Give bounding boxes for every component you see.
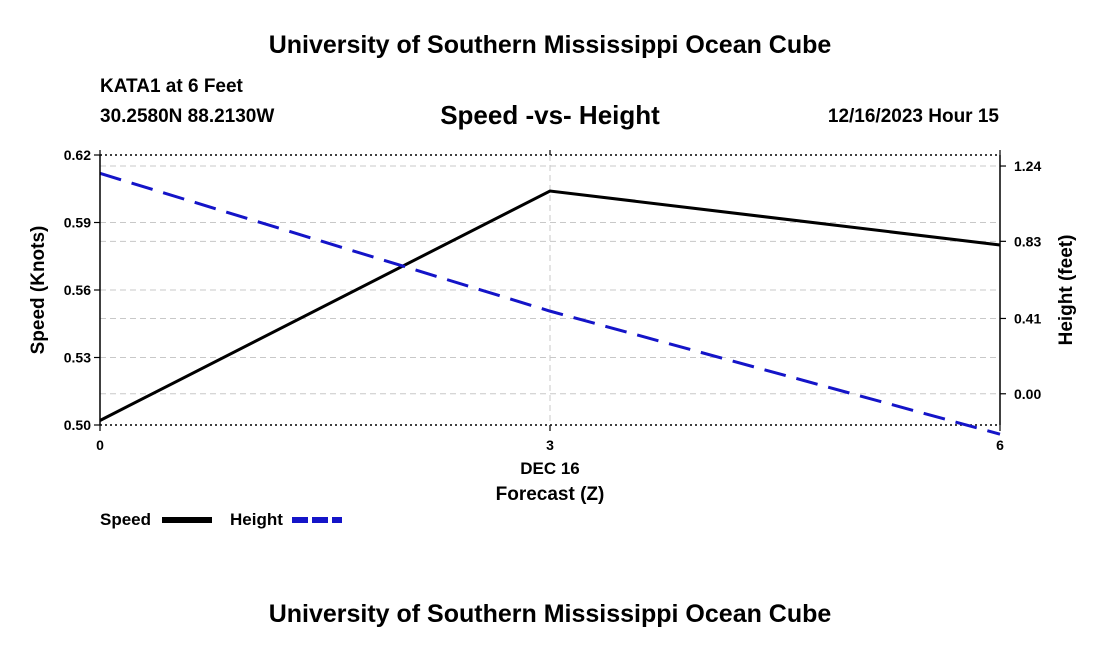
series-height-line [99, 171, 1001, 436]
station-coordinates: 30.2580N 88.2130W [100, 106, 275, 127]
y-tick-label: 0.56 [64, 282, 91, 298]
y2-tick-label: 0.00 [1014, 386, 1041, 402]
x-axis-date-label: DEC 16 [520, 459, 580, 478]
x-tick-label: 0 [96, 437, 104, 453]
y2-tick-label: 0.41 [1014, 310, 1041, 326]
legend-speed-label: Speed [100, 510, 151, 529]
y2-tick-label: 0.83 [1014, 233, 1041, 249]
x-tick-label: 3 [546, 437, 554, 453]
station-label: KATA1 at 6 Feet [100, 76, 243, 97]
y-tick-label: 0.59 [64, 215, 91, 231]
legend: Speed Height [100, 510, 342, 529]
y-tick-label: 0.53 [64, 350, 91, 366]
legend-height-label: Height [230, 510, 283, 529]
x-axis-label: Forecast (Z) [496, 484, 605, 505]
chart-main-title: University of Southern Mississippi Ocean… [268, 31, 832, 59]
y-tick-label: 0.62 [64, 147, 91, 163]
y-axis-label: Speed (Knots) [28, 226, 49, 355]
y-tick-label: 0.50 [64, 417, 91, 433]
y2-tick-label: 1.24 [1014, 158, 1041, 174]
x-tick-label: 6 [996, 437, 1004, 453]
series-speed-line [99, 189, 1001, 422]
y2-axis-label: Height (feet) [1056, 235, 1077, 346]
chart-subtitle: Speed -vs- Height [440, 100, 660, 130]
forecast-datetime: 12/16/2023 Hour 15 [827, 106, 999, 127]
footer-title: University of Southern Mississippi Ocean… [268, 600, 832, 628]
